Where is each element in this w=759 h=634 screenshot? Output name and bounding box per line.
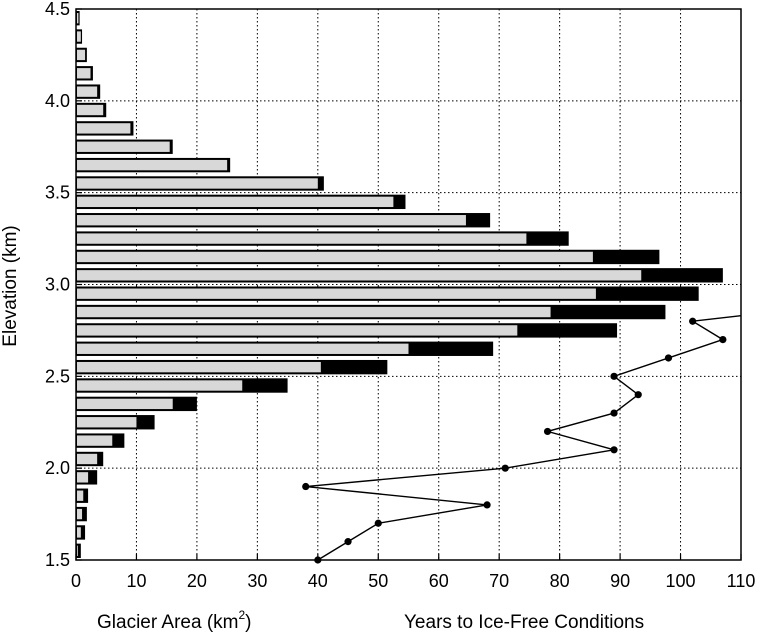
bar-inner (77, 435, 113, 446)
bar-inner (77, 490, 84, 501)
bar-inner (77, 141, 170, 152)
years-point (689, 317, 697, 325)
bar-total (76, 543, 81, 558)
x-tick-label: 80 (550, 571, 570, 591)
bar-inner (77, 417, 137, 428)
bar-inner (77, 104, 104, 116)
y-tick-label: 3.5 (45, 183, 70, 203)
years-point (610, 372, 618, 380)
bar-series (76, 11, 723, 558)
x-tick-label: 110 (727, 571, 756, 591)
years-point (610, 446, 618, 454)
y-tick-label: 2.0 (45, 458, 70, 478)
bar-inner (77, 306, 551, 318)
x-tick-label: 10 (126, 571, 146, 591)
bar-inner (77, 68, 91, 79)
x-tick-label: 0 (71, 571, 81, 591)
years-point (664, 354, 673, 362)
x-axis-label-area-sup: 2 (238, 608, 245, 622)
years-point (302, 482, 310, 491)
y-tick-label: 2.5 (45, 366, 70, 386)
bar-inner (77, 545, 78, 556)
x-tick-label: 40 (308, 571, 328, 591)
bar-inner (77, 508, 83, 520)
y-tick-label: 1.5 (45, 550, 70, 570)
bar-inner (77, 361, 321, 373)
bar-inner (77, 288, 596, 299)
bar-inner (77, 31, 81, 42)
bar-inner (77, 453, 98, 465)
y-tick-label: 4.0 (45, 91, 70, 111)
years-point (610, 409, 618, 417)
bar-inner (77, 215, 466, 226)
bar-inner (77, 13, 79, 24)
bar-inner (77, 196, 394, 208)
bar-inner (77, 159, 228, 171)
years-line-series (302, 315, 742, 564)
y-tick-label: 3.0 (45, 275, 70, 295)
years-point (634, 391, 642, 399)
bar-inner (77, 472, 89, 483)
bar-inner (77, 86, 98, 97)
bar-inner (77, 49, 86, 61)
bar-inner (77, 527, 81, 538)
x-tick-label: 50 (368, 571, 388, 591)
x-tick-label: 100 (666, 571, 696, 591)
bar-inner (77, 343, 409, 354)
x-tick-label: 30 (247, 571, 267, 591)
x-tick-label: 20 (187, 571, 207, 591)
x-axis-label-area: Glacier Area (km2) (97, 608, 252, 633)
x-tick-label: 60 (429, 571, 449, 591)
bar-inner (77, 325, 518, 336)
years-point (501, 464, 509, 472)
x-axis-label-area-close: ) (245, 612, 251, 633)
bar-inner (77, 398, 173, 410)
bar-inner (77, 251, 593, 263)
x-axis-label-area-text: Glacier Area (km (97, 612, 238, 633)
x-tick-label: 70 (489, 571, 509, 591)
years-point (543, 427, 552, 436)
y-tick-label: 4.5 (45, 0, 70, 19)
axis-ticks: 0 10 20 30 40 50 60 70 80 90 100 110 1.5 2.0 2.5 3.0 3.5… (45, 0, 755, 591)
y-axis-label: Elevation (km) (0, 225, 21, 346)
years-point (483, 501, 491, 509)
x-axis-label-years: Years to Ice-Free Conditions (404, 612, 644, 633)
bar-inner (77, 233, 527, 244)
bar-inner (77, 178, 318, 189)
bar-inner (77, 270, 642, 281)
bar-inner (77, 380, 243, 391)
years-point (719, 336, 727, 344)
bar-inner (77, 123, 131, 134)
x-tick-label: 90 (610, 571, 630, 591)
years-point (344, 538, 352, 546)
years-point (374, 519, 382, 527)
